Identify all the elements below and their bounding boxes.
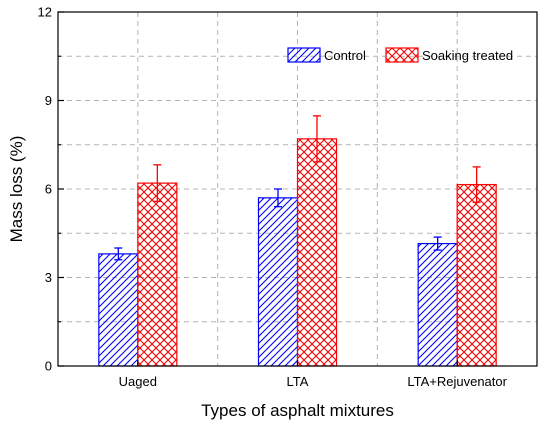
bar-soaking-treated-1	[296, 138, 338, 367]
y-tick-label: 9	[45, 93, 52, 108]
legend-label-soaking-treated: Soaking treated	[422, 48, 513, 63]
x-tick-label: LTA	[287, 374, 309, 389]
legend-swatch-soaking-treated	[385, 47, 419, 63]
y-tick-label: 6	[45, 182, 52, 197]
y-axis-ticks: 0 3 6 9 12	[38, 5, 64, 374]
legend-label-control: Control	[324, 48, 366, 63]
y-tick-label: 3	[45, 270, 52, 285]
error-bars	[114, 115, 481, 261]
bars	[98, 138, 497, 367]
bar-control-1	[257, 197, 299, 367]
y-tick-label: 0	[45, 359, 52, 374]
bar-soaking-treated-0	[137, 182, 178, 367]
bar-soaking-treated-2	[456, 183, 497, 367]
x-axis-ticks: Uaged LTA LTA+Rejuvenator	[119, 360, 508, 389]
x-tick-label: Uaged	[119, 374, 157, 389]
y-tick-label: 12	[38, 5, 52, 20]
x-tick-label: LTA+Rejuvenator	[407, 374, 507, 389]
legend: Control Soaking treated	[287, 47, 513, 63]
x-axis-title: Types of asphalt mixtures	[201, 401, 394, 420]
bar-control-0	[98, 253, 139, 367]
y-axis-title: Mass loss (%)	[7, 136, 26, 243]
legend-swatch-control	[287, 47, 321, 63]
bar-control-2	[417, 242, 458, 367]
